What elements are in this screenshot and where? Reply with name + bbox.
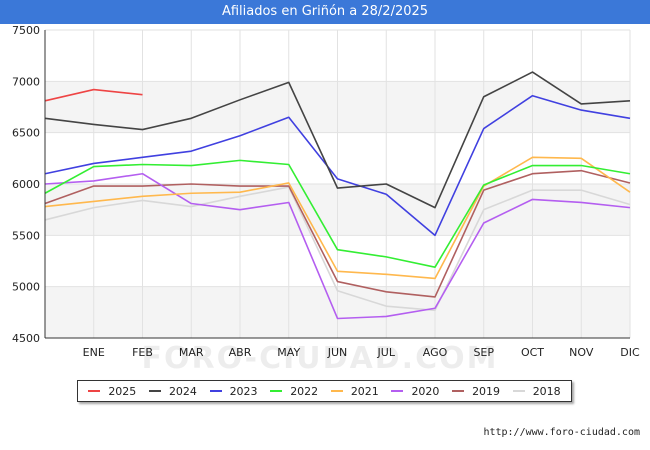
legend-swatch [209,390,222,392]
chart-title: Afiliados en Griñón a 28/2/2025 [0,0,650,24]
x-tick-label: MAR [179,346,204,359]
series-line-2022 [44,159,631,268]
legend-item-2020: 2020 [391,385,439,398]
y-tick-label: 4500 [12,332,40,345]
legend-swatch [88,390,101,392]
y-tick-labels: 4500 5000 5500 6000 6500 7000 7500 [12,24,40,345]
series-line-2020 [44,172,631,320]
y-tick-label: 7500 [12,24,40,37]
legend: 2025 2024 2023 2022 2021 2020 2019 2018 [77,380,572,402]
legend-label: 2019 [472,384,501,398]
x-tick-label: DIC [620,346,640,359]
y-tick-label: 5000 [12,281,40,294]
legend-label: 2023 [229,384,258,398]
x-tick-label: NOV [569,346,594,359]
series-lines [44,71,631,320]
y-tick-label: 6500 [12,127,40,140]
x-tick-label: AGO [423,346,448,359]
legend-label: 2025 [108,384,137,398]
legend-item-2018: 2018 [512,384,561,398]
legend-item-2024: 2024 [148,384,197,398]
y-tick-label: 6000 [12,178,40,191]
x-tick-label: OCT [521,346,544,359]
legend-swatch [148,390,161,392]
legend-item-2023: 2023 [209,384,258,398]
legend-swatch [330,390,343,392]
legend-label: 2020 [411,384,440,398]
legend-label: 2024 [168,384,197,398]
legend-swatch [512,390,525,392]
series-line-2024 [44,71,631,209]
x-tick-label: JUL [377,346,396,359]
y-tick-label: 7000 [12,75,40,88]
watermark-text: FORO-CIUDAD.COM [142,341,499,376]
series-line-2025 [44,88,143,102]
x-tick-label: SEP [473,346,494,359]
x-tick-label: MAY [277,346,300,359]
x-tick-label: JUN [327,346,348,359]
axes [44,30,630,339]
legend-item-2021: 2021 [330,384,379,398]
legend-item-2022: 2022 [270,385,318,398]
y-tick-label: 5500 [12,229,40,242]
series-line-2018 [44,186,631,312]
legend-item-2025: 2025 [88,385,136,398]
legend-label: 2018 [532,384,561,398]
legend-label: 2021 [350,384,379,398]
legend-label: 2022 [290,384,319,398]
x-tick-label: ENE [83,346,105,359]
series-line-2023 [44,94,631,237]
legend-swatch [391,390,404,392]
legend-swatch [452,390,465,392]
source-url: http://www.foro-ciudad.com [483,427,640,438]
x-tick-label: FEB [132,346,153,359]
x-tick-labels: ENE FEB MAR ABR MAY JUN JUL AGO SEP OCT NOV DIC [83,346,640,359]
x-tick-label: ABR [229,346,252,359]
legend-item-2019: 2019 [452,385,500,398]
legend-swatch [270,390,283,392]
series-line-2019 [44,169,631,298]
series-line-2021 [44,156,631,280]
